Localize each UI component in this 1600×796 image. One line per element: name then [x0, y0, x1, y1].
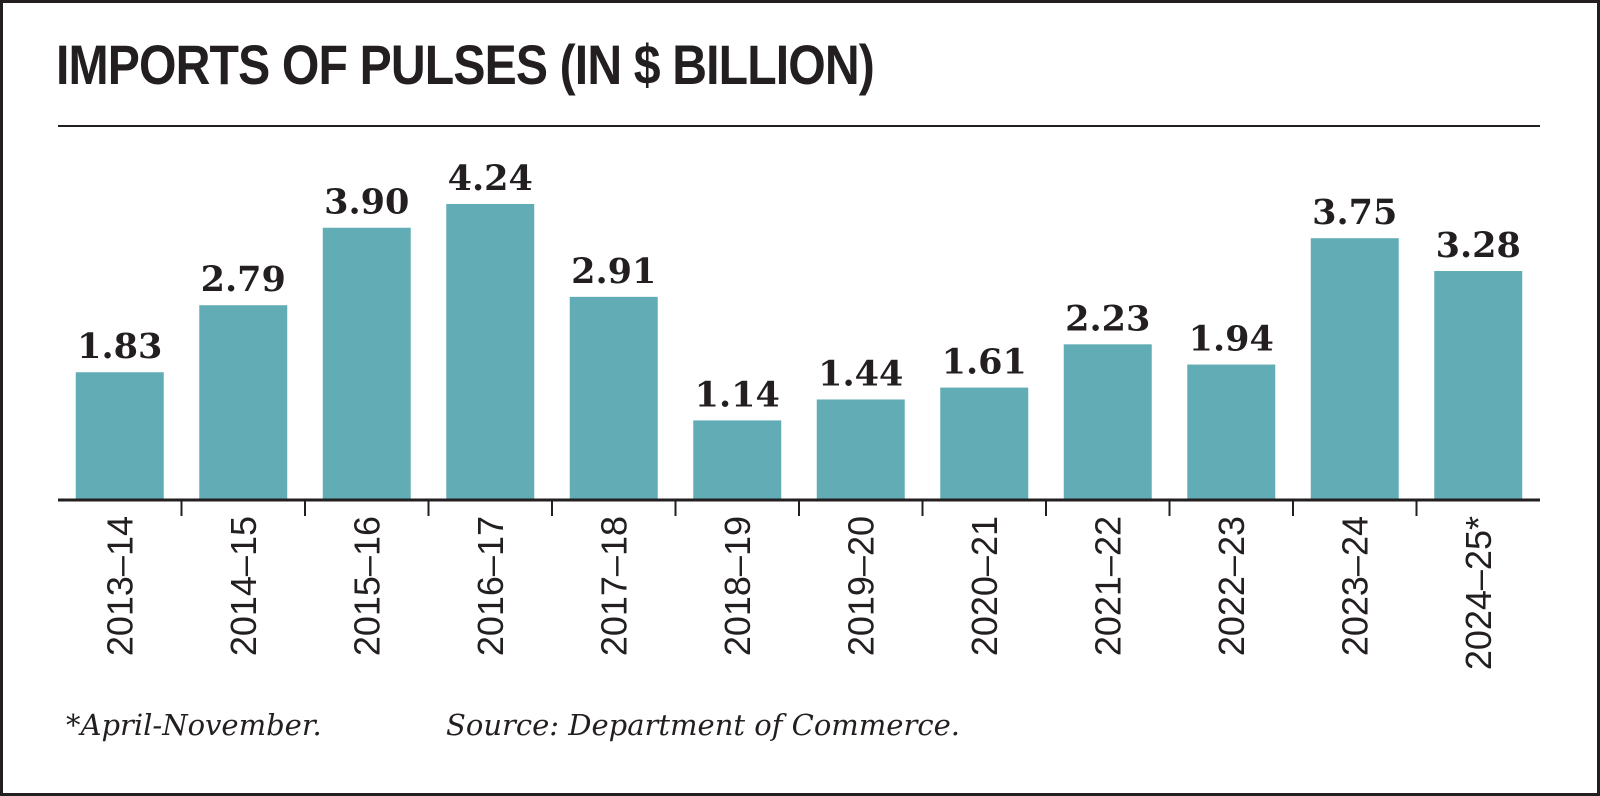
- value-label: 3.28: [1436, 225, 1521, 266]
- bar-2016-17: [446, 204, 535, 500]
- value-label: 1.14: [695, 374, 780, 415]
- category-label: 2021–22: [1087, 516, 1128, 656]
- bar-2021-22: [1063, 344, 1152, 500]
- x-axis-ticks: [180, 500, 1418, 516]
- bars-group: [75, 204, 1523, 501]
- bar-2018-19: [693, 420, 782, 500]
- value-label: 1.83: [77, 326, 162, 367]
- value-label: 2.79: [201, 259, 286, 300]
- category-label: 2017–18: [593, 516, 634, 656]
- category-label: 2024–25*: [1458, 516, 1499, 670]
- bar-2023-24: [1310, 238, 1399, 500]
- chart-title: IMPORTS OF PULSES (IN $ BILLION): [56, 33, 875, 96]
- value-label: 1.44: [818, 353, 903, 394]
- source-note: Source: Department of Commerce.: [446, 708, 960, 742]
- value-label: 2.23: [1065, 298, 1150, 339]
- value-label: 3.75: [1312, 192, 1397, 233]
- category-label: 2015–16: [346, 516, 387, 656]
- value-label: 4.24: [448, 158, 533, 199]
- value-labels-group: 1.83 2.79 3.90 4.24 2.91 1.14 1.44 1.61 2.23 1.94…: [77, 158, 1521, 415]
- bar-2014-15: [199, 305, 288, 500]
- title-divider: [58, 125, 1540, 127]
- bar-2024-25*: [1434, 271, 1523, 500]
- value-label: 3.90: [324, 182, 409, 223]
- bar-2020-21: [940, 387, 1029, 500]
- category-label: 2019–20: [840, 516, 881, 656]
- bar-2022-23: [1187, 364, 1276, 500]
- category-label: 2016–17: [470, 516, 511, 656]
- value-label: 1.61: [942, 342, 1027, 383]
- category-label: 2018–19: [717, 516, 758, 656]
- value-label: 1.94: [1189, 319, 1274, 360]
- category-label: 2020–21: [964, 516, 1005, 656]
- category-label: 2022–23: [1211, 516, 1252, 656]
- bar-2019-20: [816, 399, 905, 500]
- category-label: 2023–24: [1334, 516, 1375, 656]
- category-label: 2013–14: [99, 516, 140, 656]
- value-label: 2.91: [571, 251, 656, 292]
- footnote: *April-November.: [66, 708, 322, 742]
- category-label: 2014–15: [223, 516, 264, 656]
- bar-2017-18: [569, 296, 658, 500]
- category-labels-group: 2013–14 2014–15 2015–16 2016–17 2017–18 2018–…: [99, 516, 1499, 670]
- bar-2013-14: [75, 372, 164, 500]
- bar-2015-16: [322, 227, 411, 501]
